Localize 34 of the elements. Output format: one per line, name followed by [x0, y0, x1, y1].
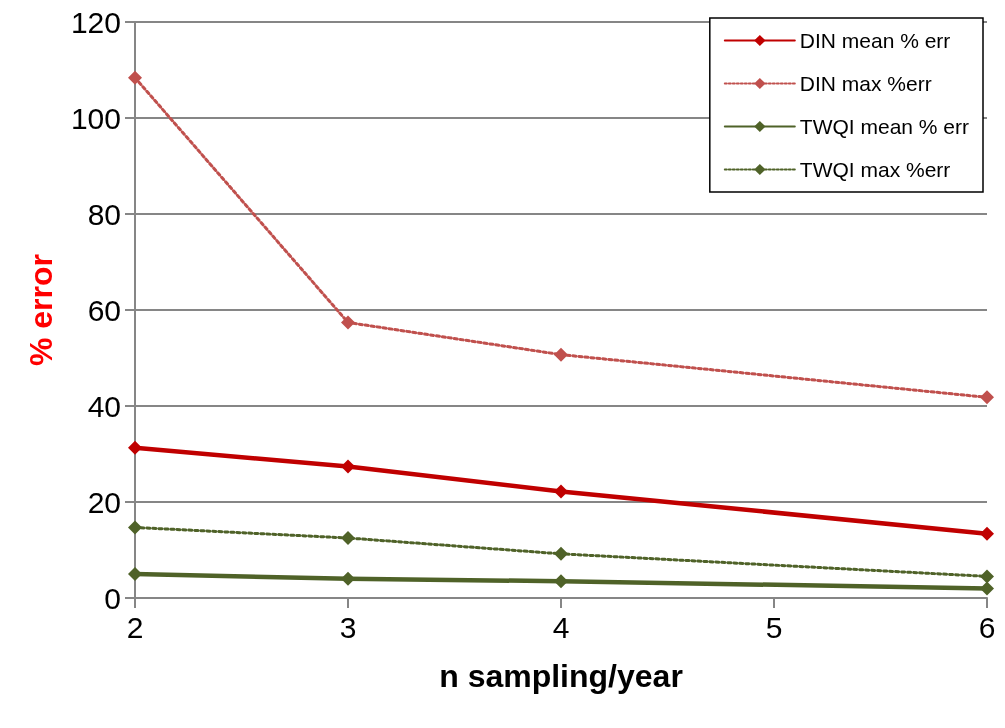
point	[554, 546, 568, 561]
point	[128, 520, 142, 535]
x-tick-label: 6	[978, 610, 996, 644]
x-tick-label: 3	[339, 610, 357, 644]
y-tick-label: 40	[87, 389, 121, 423]
y-tick-label: 80	[87, 197, 121, 231]
legend-label: TWQI max %err	[799, 158, 951, 181]
legend-label: DIN max %err	[799, 72, 932, 95]
x-tick-label: 2	[126, 610, 144, 644]
y-tick-label: 120	[70, 5, 121, 39]
point	[554, 347, 568, 362]
point	[341, 459, 355, 474]
point	[128, 440, 142, 455]
point	[128, 70, 142, 85]
x-axis-title: n sampling/year	[439, 658, 683, 694]
y-tick-label: 0	[104, 581, 121, 615]
y-tick-label: 100	[70, 101, 121, 135]
legend-label: TWQI mean % err	[799, 115, 970, 138]
point	[128, 567, 142, 581]
point	[554, 574, 568, 589]
point	[554, 484, 568, 499]
y-tick-label: 20	[87, 485, 121, 519]
x-tick-label: 5	[765, 610, 783, 644]
y-axis-title: % error	[23, 253, 59, 367]
x-tick-label: 4	[552, 610, 570, 644]
point	[341, 571, 355, 586]
point	[980, 581, 994, 596]
point	[341, 531, 355, 545]
point	[980, 390, 994, 405]
point	[980, 569, 994, 584]
point	[980, 526, 994, 541]
y-tick-label: 60	[87, 293, 121, 327]
point	[341, 315, 355, 330]
legend-label: DIN mean % err	[799, 29, 951, 52]
